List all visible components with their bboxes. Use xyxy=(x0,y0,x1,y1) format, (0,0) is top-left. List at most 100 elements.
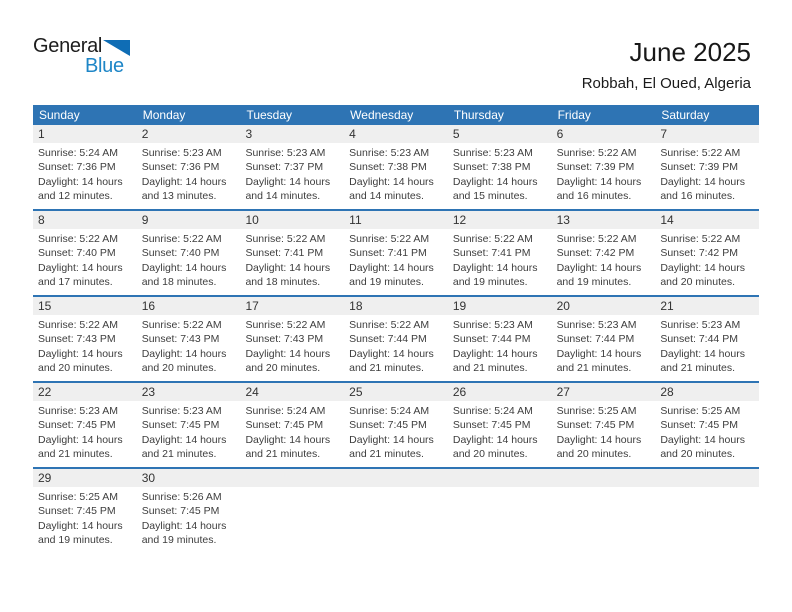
daylight-line: Daylight: 14 hours and 19 minutes. xyxy=(141,519,227,547)
sunset-line: Sunset: 7:45 PM xyxy=(38,419,116,432)
day-details: Sunrise: 5:24 AM Sunset: 7:36 PM Daylight:… xyxy=(33,143,137,204)
day-number: 19 xyxy=(452,299,467,313)
day-details: Sunrise: 5:23 AM Sunset: 7:45 PM Daylight:… xyxy=(33,401,137,462)
sunrise-line: Sunrise: 5:22 AM xyxy=(349,319,430,331)
daylight-line: Daylight: 14 hours and 20 minutes. xyxy=(245,347,331,375)
day-number-strip: 15 16 17 18 19 20 21 xyxy=(33,297,759,315)
daylight-line: Daylight: 14 hours and 20 minutes. xyxy=(452,433,538,461)
day-details-strip: Sunrise: 5:25 AM Sunset: 7:45 PM Daylight:… xyxy=(33,487,759,548)
daylight-line: Daylight: 14 hours and 12 minutes. xyxy=(38,175,123,203)
day-number: 22 xyxy=(38,385,52,399)
week-row: 8 9 10 11 12 13 14 Sunrise: 5:22 AM Sunset: 7:40… xyxy=(33,211,759,297)
sunset-line: Sunset: 7:44 PM xyxy=(660,333,738,346)
day-details: Sunrise: 5:23 AM Sunset: 7:44 PM Daylight:… xyxy=(655,315,759,376)
sunrise-line: Sunrise: 5:23 AM xyxy=(660,319,741,331)
day-details: Sunrise: 5:23 AM Sunset: 7:38 PM Daylight:… xyxy=(448,143,552,204)
day-number: 24 xyxy=(245,385,259,399)
day-number: 27 xyxy=(556,385,570,399)
sunrise-line: Sunrise: 5:23 AM xyxy=(452,319,533,331)
sunrise-line: Sunrise: 5:22 AM xyxy=(349,233,430,245)
daylight-line: Daylight: 14 hours and 20 minutes. xyxy=(556,433,642,461)
day-details: Sunrise: 5:26 AM Sunset: 7:45 PM Daylight:… xyxy=(137,487,241,548)
calendar-table: Sunday Monday Tuesday Wednesday Thursday Frid… xyxy=(33,105,759,555)
sunrise-line: Sunrise: 5:23 AM xyxy=(141,405,222,417)
day-details: Sunrise: 5:25 AM Sunset: 7:45 PM Daylight:… xyxy=(552,401,656,462)
sunset-line: Sunset: 7:43 PM xyxy=(245,333,324,346)
day-number: 25 xyxy=(349,385,363,399)
day-details: Sunrise: 5:23 AM Sunset: 7:37 PM Daylight:… xyxy=(240,143,344,204)
sunset-line: Sunset: 7:45 PM xyxy=(38,505,116,518)
sunrise-line: Sunrise: 5:22 AM xyxy=(660,233,741,245)
sunrise-line: Sunrise: 5:22 AM xyxy=(245,319,326,331)
sunrise-line: Sunrise: 5:22 AM xyxy=(38,233,118,245)
sunset-line: Sunset: 7:45 PM xyxy=(349,419,427,432)
day-details: Sunrise: 5:23 AM Sunset: 7:45 PM Daylight:… xyxy=(137,401,241,462)
weekday-header-cell: Wednesday xyxy=(350,108,414,122)
sunset-line: Sunset: 7:41 PM xyxy=(349,247,427,260)
sunset-line: Sunset: 7:44 PM xyxy=(349,333,427,346)
sunset-line: Sunset: 7:36 PM xyxy=(38,161,116,174)
day-number: 28 xyxy=(660,385,674,399)
weekday-header-cell: Sunday xyxy=(39,108,80,122)
daylight-line: Daylight: 14 hours and 19 minutes. xyxy=(38,519,123,547)
day-details: Sunrise: 5:23 AM Sunset: 7:44 PM Daylight:… xyxy=(448,315,552,376)
sunrise-line: Sunrise: 5:22 AM xyxy=(556,147,637,159)
sunset-line: Sunset: 7:36 PM xyxy=(141,161,220,174)
day-number: 10 xyxy=(245,213,259,227)
day-number: 18 xyxy=(349,299,363,313)
sunrise-line: Sunrise: 5:23 AM xyxy=(556,319,637,331)
empty-day-details xyxy=(552,487,656,548)
sunset-line: Sunset: 7:40 PM xyxy=(141,247,220,260)
day-details: Sunrise: 5:22 AM Sunset: 7:40 PM Daylight:… xyxy=(137,229,241,290)
sunset-line: Sunset: 7:39 PM xyxy=(556,161,635,174)
daylight-line: Daylight: 14 hours and 14 minutes. xyxy=(349,175,434,203)
day-number: 6 xyxy=(556,127,564,141)
daylight-line: Daylight: 14 hours and 13 minutes. xyxy=(141,175,227,203)
day-details: Sunrise: 5:22 AM Sunset: 7:41 PM Daylight:… xyxy=(344,229,448,290)
sunrise-line: Sunrise: 5:23 AM xyxy=(141,147,222,159)
daylight-line: Daylight: 14 hours and 19 minutes. xyxy=(452,261,538,289)
sunset-line: Sunset: 7:37 PM xyxy=(245,161,324,174)
day-number: 21 xyxy=(660,299,674,313)
day-number: 8 xyxy=(38,213,45,227)
empty-day-cell xyxy=(448,469,552,487)
day-number: 11 xyxy=(349,213,362,227)
weekday-header-cell: Saturday xyxy=(661,108,710,122)
sunset-line: Sunset: 7:44 PM xyxy=(452,333,531,346)
daylight-line: Daylight: 14 hours and 16 minutes. xyxy=(556,175,642,203)
day-number: 26 xyxy=(452,385,467,399)
day-details: Sunrise: 5:24 AM Sunset: 7:45 PM Daylight:… xyxy=(344,401,448,462)
daylight-line: Daylight: 14 hours and 21 minutes. xyxy=(245,433,331,461)
daylight-line: Daylight: 14 hours and 20 minutes. xyxy=(141,347,227,375)
empty-day-details xyxy=(344,487,448,548)
sunrise-line: Sunrise: 5:24 AM xyxy=(245,405,326,417)
weekday-header-cell: Monday xyxy=(142,108,186,122)
sunrise-line: Sunrise: 5:26 AM xyxy=(141,491,222,503)
empty-day-details xyxy=(240,487,344,548)
sunrise-line: Sunrise: 5:22 AM xyxy=(452,233,533,245)
day-number: 12 xyxy=(452,213,467,227)
empty-day-details xyxy=(448,487,552,548)
day-details: Sunrise: 5:22 AM Sunset: 7:40 PM Daylight:… xyxy=(33,229,137,290)
daylight-line: Daylight: 14 hours and 21 minutes. xyxy=(349,347,434,375)
day-details: Sunrise: 5:22 AM Sunset: 7:43 PM Daylight:… xyxy=(240,315,344,376)
day-details: Sunrise: 5:25 AM Sunset: 7:45 PM Daylight:… xyxy=(33,487,137,548)
day-number: 23 xyxy=(141,385,156,399)
sunset-line: Sunset: 7:38 PM xyxy=(452,161,531,174)
daylight-line: Daylight: 14 hours and 17 minutes. xyxy=(38,261,123,289)
logo-triangle-icon xyxy=(103,40,131,56)
day-number: 17 xyxy=(245,299,259,313)
sunrise-line: Sunrise: 5:24 AM xyxy=(349,405,430,417)
week-row: 22 23 24 25 26 27 28 Sunrise: 5:23 AM Sunset: 7:… xyxy=(33,383,759,469)
day-number-strip: 1 2 3 4 5 6 7 xyxy=(33,125,759,143)
sunrise-line: Sunrise: 5:25 AM xyxy=(556,405,637,417)
day-details: Sunrise: 5:23 AM Sunset: 7:38 PM Daylight:… xyxy=(344,143,448,204)
day-details: Sunrise: 5:22 AM Sunset: 7:43 PM Daylight:… xyxy=(33,315,137,376)
day-details: Sunrise: 5:23 AM Sunset: 7:36 PM Daylight:… xyxy=(137,143,241,204)
daylight-line: Daylight: 14 hours and 21 minutes. xyxy=(452,347,538,375)
daylight-line: Daylight: 14 hours and 16 minutes. xyxy=(660,175,745,203)
sunrise-line: Sunrise: 5:22 AM xyxy=(141,233,222,245)
day-number: 3 xyxy=(245,127,253,141)
empty-day-cell xyxy=(240,469,344,487)
day-details-strip: Sunrise: 5:24 AM Sunset: 7:36 PM Daylight:… xyxy=(33,143,759,204)
